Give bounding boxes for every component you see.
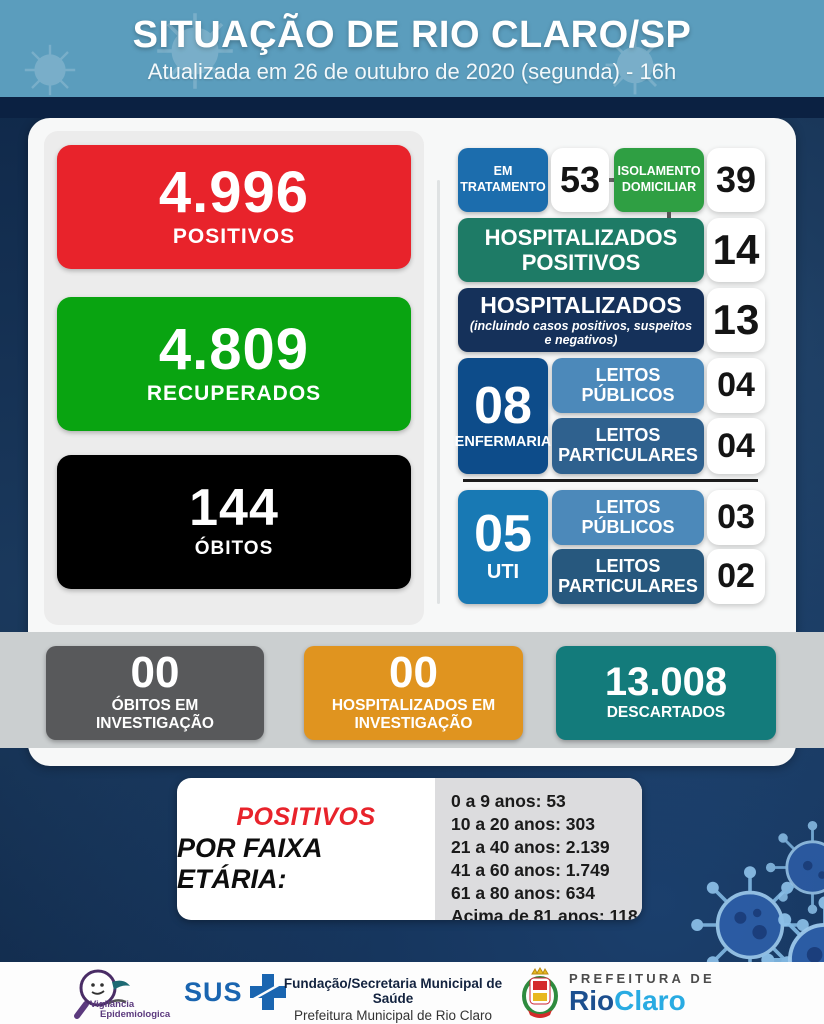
investigation-band: 00 ÓBITOS EM INVESTIGAÇÃO 00 HOSPITALIZA… — [0, 632, 824, 748]
enfermaria-box: 08 ENFERMARIA — [455, 358, 551, 474]
uti-label: UTI — [486, 561, 520, 584]
magnifier-icon — [74, 969, 130, 1019]
obitos-box: 144 ÓBITOS — [57, 455, 411, 589]
city-rio-label: Rio — [569, 985, 615, 1016]
uti-box: 05 UTI — [458, 490, 548, 604]
org-line1: Fundação/Secretaria Municipal de Saúde — [283, 976, 503, 1006]
sus-label: SUS — [184, 976, 243, 1007]
descartados-box: 13.008 DESCARTADOS — [556, 646, 776, 740]
isolamento-label: ISOLAMENTO DOMICILIAR — [617, 164, 701, 194]
leitos-particulares-label: LEITOS PARTICULARES — [558, 425, 698, 465]
age-title-positivos: POSITIVOS — [236, 803, 376, 831]
positivos-label: POSITIVOS — [172, 225, 296, 249]
leitos-publicos-label: LEITOS PÚBLICOS — [581, 496, 675, 537]
em-tratamento-label: EM TRATAMENTO — [460, 164, 546, 194]
virus-icon — [157, 13, 233, 89]
recuperados-value: 4.809 — [158, 316, 310, 382]
header-divider — [0, 97, 824, 118]
hospitalizados-total-value: 13 — [707, 288, 765, 352]
obitos-label: ÓBITOS — [194, 538, 274, 560]
uti-leitos-particulares-value: 02 — [707, 549, 765, 604]
age-group-line: 10 a 20 anos: 303 — [451, 813, 595, 834]
leitos-particulares-label: LEITOS PARTICULARES — [558, 555, 698, 596]
connector-line — [667, 212, 671, 218]
hospitalizados-investigacao-value: 00 — [389, 648, 438, 697]
age-breakdown-title: POSITIVOS POR FAIXA ETÁRIA: — [177, 778, 435, 920]
virus-icon — [605, 35, 665, 95]
descartados-label: DESCARTADOS — [606, 704, 726, 722]
uti-section-divider — [463, 479, 758, 482]
obitos-value: 144 — [189, 478, 279, 537]
isolamento-box: ISOLAMENTO DOMICILIAR — [614, 148, 704, 212]
org-line2: Prefeitura Municipal de Rio Claro — [293, 1008, 493, 1023]
em-tratamento-box: EM TRATAMENTO — [458, 148, 548, 212]
totals-panel: 4.996 POSITIVOS 4.809 RECUPERADOS 144 ÓB… — [44, 131, 424, 625]
sus-cross-icon — [249, 974, 286, 1010]
org-text: Fundação/Secretaria Municipal de Saúde P… — [268, 976, 518, 1023]
hospitalizados-positivos-label: HOSPITALIZADOS POSITIVOS — [484, 224, 678, 275]
vigilancia-label-line2: Epidemiologica — [100, 1008, 171, 1020]
hospitalizados-total-label: HOSPITALIZADOS — [480, 291, 682, 318]
footer: Vigilância Epidemiologica SUS Fundação/S… — [0, 962, 824, 1024]
positivos-box: 4.996 POSITIVOS — [57, 145, 411, 269]
enfermaria-leitos-publicos-value: 04 — [707, 358, 765, 413]
hospitalizados-positivos-value: 14 — [707, 218, 765, 282]
prefeitura-de-label: PREFEITURA DE — [569, 971, 715, 986]
header: SITUAÇÃO DE RIO CLARO/SP Atualizada em 2… — [0, 0, 824, 97]
hospitalizados-total-box: HOSPITALIZADOS (incluindo casos positivo… — [458, 288, 704, 352]
vertical-divider — [437, 180, 440, 604]
hospitalizados-investigacao-box: 00 HOSPITALIZADOS EM INVESTIGAÇÃO — [304, 646, 523, 740]
coat-of-arms-icon — [522, 967, 558, 1018]
virus-icon — [691, 866, 809, 984]
prefeitura-logo: PREFEITURA DE RioClaro — [520, 966, 715, 1020]
hospitalizados-total-note: (incluindo casos positivos, suspeitos e … — [469, 318, 693, 348]
em-tratamento-value: 53 — [551, 148, 609, 212]
recuperados-box: 4.809 RECUPERADOS — [57, 297, 411, 431]
leitos-publicos-label: LEITOS PÚBLICOS — [581, 364, 675, 405]
enfermaria-value: 08 — [474, 377, 532, 436]
city-claro-label: Claro — [614, 985, 686, 1016]
positivos-value: 4.996 — [158, 159, 310, 225]
vigilancia-label-line1: Vigilância — [90, 999, 135, 1010]
age-group-line: Acima de 81 anos: 118 — [451, 905, 638, 920]
virus-icon — [765, 820, 824, 915]
uti-value: 05 — [474, 504, 532, 563]
recuperados-label: RECUPERADOS — [146, 382, 322, 406]
sus-logo: SUS — [184, 972, 288, 1012]
page-subtitle: Atualizada em 26 de outubro de 2020 (seg… — [147, 58, 677, 84]
vigilancia-logo: Vigilância Epidemiologica — [72, 964, 182, 1022]
enfermaria-leitos-particulares-box: LEITOS PARTICULARES — [552, 418, 704, 474]
age-group-line: 41 a 60 anos: 1.749 — [451, 859, 610, 880]
enfermaria-leitos-particulares-value: 04 — [707, 418, 765, 474]
connector-line — [609, 178, 614, 182]
isolamento-value: 39 — [707, 148, 765, 212]
obitos-investigacao-label: ÓBITOS EM INVESTIGAÇÃO — [96, 696, 214, 733]
page-title: SITUAÇÃO DE RIO CLARO/SP — [132, 14, 692, 57]
obitos-investigacao-box: 00 ÓBITOS EM INVESTIGAÇÃO — [46, 646, 264, 740]
hospitalizados-positivos-box: HOSPITALIZADOS POSITIVOS — [458, 218, 704, 282]
uti-leitos-publicos-value: 03 — [707, 490, 765, 545]
hospital-panel: EM TRATAMENTO 53 ISOLAMENTO DOMICILIAR 3… — [455, 148, 765, 604]
uti-leitos-publicos-box: LEITOS PÚBLICOS — [552, 490, 704, 545]
age-breakdown-list: 0 a 9 anos: 53 10 a 20 anos: 303 21 a 40… — [435, 778, 642, 920]
age-group-line: 0 a 9 anos: 53 — [451, 791, 566, 811]
enfermaria-label: ENFERMARIA — [454, 433, 552, 450]
enfermaria-leitos-publicos-box: LEITOS PÚBLICOS — [552, 358, 704, 413]
virus-icon — [24, 44, 76, 96]
obitos-investigacao-value: 00 — [130, 648, 180, 697]
uti-leitos-particulares-box: LEITOS PARTICULARES — [552, 549, 704, 604]
age-title-faixa: POR FAIXA ETÁRIA: — [177, 833, 322, 894]
age-group-line: 21 a 40 anos: 2.139 — [451, 836, 610, 857]
age-breakdown-box: POSITIVOS POR FAIXA ETÁRIA: 0 a 9 anos: … — [177, 778, 642, 920]
age-group-line: 61 a 80 anos: 634 — [451, 882, 595, 903]
descartados-value: 13.008 — [604, 660, 728, 705]
hospitalizados-investigacao-label: HOSPITALIZADOS EM INVESTIGAÇÃO — [331, 696, 496, 733]
